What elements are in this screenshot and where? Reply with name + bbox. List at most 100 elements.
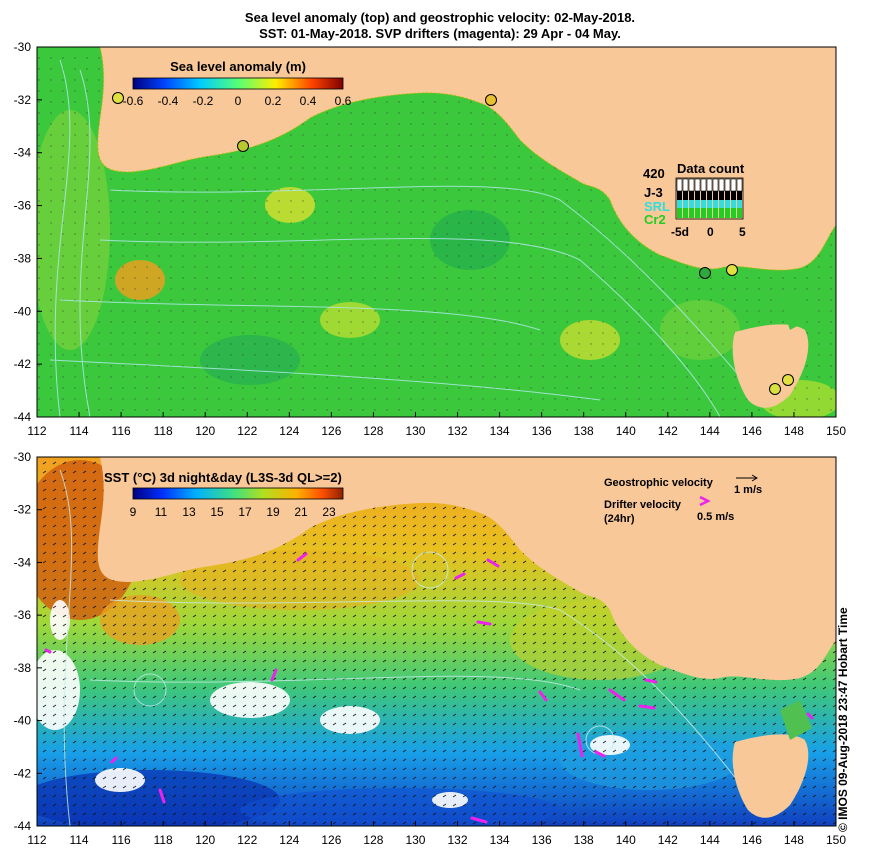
count-bar-j3 — [701, 191, 706, 200]
tide-gauge-marker — [782, 374, 794, 386]
bathymetry-contours — [49, 59, 761, 417]
drifter-track — [110, 756, 118, 764]
lon-tick-label: 124 — [279, 424, 299, 438]
count-bar-cr2 — [719, 208, 724, 218]
count-bar-cr2 — [701, 208, 706, 218]
drifter-velocity-label: Drifter velocity — [604, 499, 682, 511]
data-count-inset: Data count 420 J-3 SRL Cr2 -5d 0 5 — [643, 161, 746, 239]
lat-tick-label: -38 — [14, 251, 32, 265]
lat-tick-label: -32 — [14, 503, 32, 517]
lon-tick-label: 116 — [112, 833, 131, 847]
sla-map-area — [37, 47, 836, 417]
lat-tick-label: -40 — [14, 304, 32, 318]
colorbar-tick-label: 0.2 — [265, 94, 282, 108]
colorbar-tick-label: -0.6 — [123, 94, 144, 108]
drifter-velocity-sub: (24hr) — [604, 513, 635, 525]
lat-tick-label: -38 — [14, 661, 32, 675]
drifter-scale-label: 0.5 m/s — [697, 511, 734, 523]
tide-gauge-marker — [769, 383, 781, 395]
colorbar-tick-label: 23 — [322, 505, 336, 519]
sla-latitude-ticks: -30 -32 -34 -36 -38 -40 -42 -44 — [14, 40, 42, 424]
lon-tick-label: 146 — [742, 424, 762, 438]
lon-tick-label: 120 — [195, 833, 215, 847]
drifter-track — [576, 732, 584, 758]
tide-gauge-marker — [485, 94, 497, 106]
lon-tick-label: 114 — [69, 833, 88, 847]
lat-tick-label: -32 — [14, 93, 32, 107]
count-bar-j3 — [683, 191, 688, 200]
lon-tick-label: 140 — [616, 833, 636, 847]
drifter-track — [470, 816, 488, 824]
lon-tick-label: 114 — [69, 424, 88, 438]
colorbar-tick-label: 13 — [182, 505, 196, 519]
lon-tick-label: 138 — [574, 833, 594, 847]
drifter-track — [806, 712, 814, 720]
lon-tick-label: 146 — [742, 833, 762, 847]
drifter-track — [608, 688, 626, 702]
count-bar-cr2 — [725, 208, 730, 218]
data-count-title: Data count — [677, 161, 745, 176]
sla-colorbar-gradient — [132, 77, 344, 90]
lon-tick-label: 142 — [658, 833, 678, 847]
count-bar-srl — [683, 200, 688, 208]
count-bar-srl — [695, 200, 700, 208]
lat-tick-label: -44 — [14, 410, 32, 424]
lat-tick-label: -30 — [14, 450, 32, 464]
lon-tick-label: 126 — [321, 833, 341, 847]
data-count-tick: -5d — [671, 225, 689, 239]
lat-tick-label: -36 — [14, 199, 32, 213]
count-bar-cr2 — [677, 208, 682, 218]
sst-longitude-ticks: 112 114 116 118 120 122 124 126 128 130 132 134 136 1… — [27, 821, 846, 847]
tasmania — [732, 324, 809, 408]
colorbar-tick-label: 21 — [294, 505, 308, 519]
geostrophic-velocity-label: Geostrophic velocity — [604, 477, 714, 489]
lon-tick-label: 112 — [27, 424, 46, 438]
lon-tick-label: 128 — [363, 833, 383, 847]
drifter-track — [638, 704, 656, 710]
lon-tick-label: 122 — [237, 424, 257, 438]
lon-tick-label: 132 — [448, 833, 468, 847]
drifter-track — [644, 678, 658, 684]
sla-map-frame — [36, 46, 837, 418]
lon-tick-label: 118 — [154, 833, 173, 847]
data-count-tick: 5 — [739, 225, 746, 239]
lon-tick-label: 130 — [405, 833, 425, 847]
lon-tick-label: 128 — [363, 424, 383, 438]
count-bar-j3 — [700, 178, 707, 192]
drifter-track — [476, 620, 492, 626]
velocity-legend: Geostrophic velocity 1 m/s Drifter veloc… — [604, 474, 762, 525]
tide-gauge-marker — [237, 140, 249, 152]
data-count-bars — [675, 177, 744, 220]
lon-tick-label: 150 — [826, 424, 846, 438]
mission-label-cr2: Cr2 — [644, 212, 666, 227]
sst-contours — [59, 469, 761, 826]
lat-tick-label: -42 — [14, 357, 32, 371]
count-bar-j3 — [713, 191, 718, 200]
colorbar-tick-label: 9 — [130, 505, 137, 519]
count-bar-cr2 — [683, 208, 688, 218]
count-bar-j3 — [706, 178, 713, 192]
count-bar-j3 — [712, 178, 719, 192]
drifter-track — [454, 572, 466, 580]
figure-title-line-1: Sea level anomaly (top) and geostrophic … — [244, 10, 636, 25]
lon-tick-label: 126 — [321, 424, 341, 438]
count-bar-srl — [701, 200, 706, 208]
count-bar-srl — [737, 200, 742, 208]
count-bar-cr2 — [731, 208, 736, 218]
data-count-frame — [675, 177, 744, 220]
lon-tick-label: 118 — [154, 424, 173, 438]
count-bar-cr2 — [713, 208, 718, 218]
colorbar-tick-label: 11 — [155, 505, 168, 519]
drifter-track — [44, 648, 52, 654]
lon-tick-label: 120 — [195, 424, 215, 438]
count-bar-j3 — [718, 178, 725, 192]
drifter-track — [270, 668, 278, 682]
sla-colorbar-ticks: -0.6 -0.4 -0.2 0 0.2 0.4 0.6 — [123, 94, 352, 108]
count-bar-j3 — [719, 191, 724, 200]
lon-tick-label: 116 — [112, 424, 131, 438]
lon-tick-label: 140 — [616, 424, 636, 438]
tide-gauge-marker — [112, 92, 124, 104]
sla-longitude-ticks: 112 114 116 118 120 122 124 126 128 130 132 134 136 1… — [27, 412, 846, 438]
drifter-tracks — [44, 552, 814, 824]
count-bar-srl — [689, 200, 694, 208]
